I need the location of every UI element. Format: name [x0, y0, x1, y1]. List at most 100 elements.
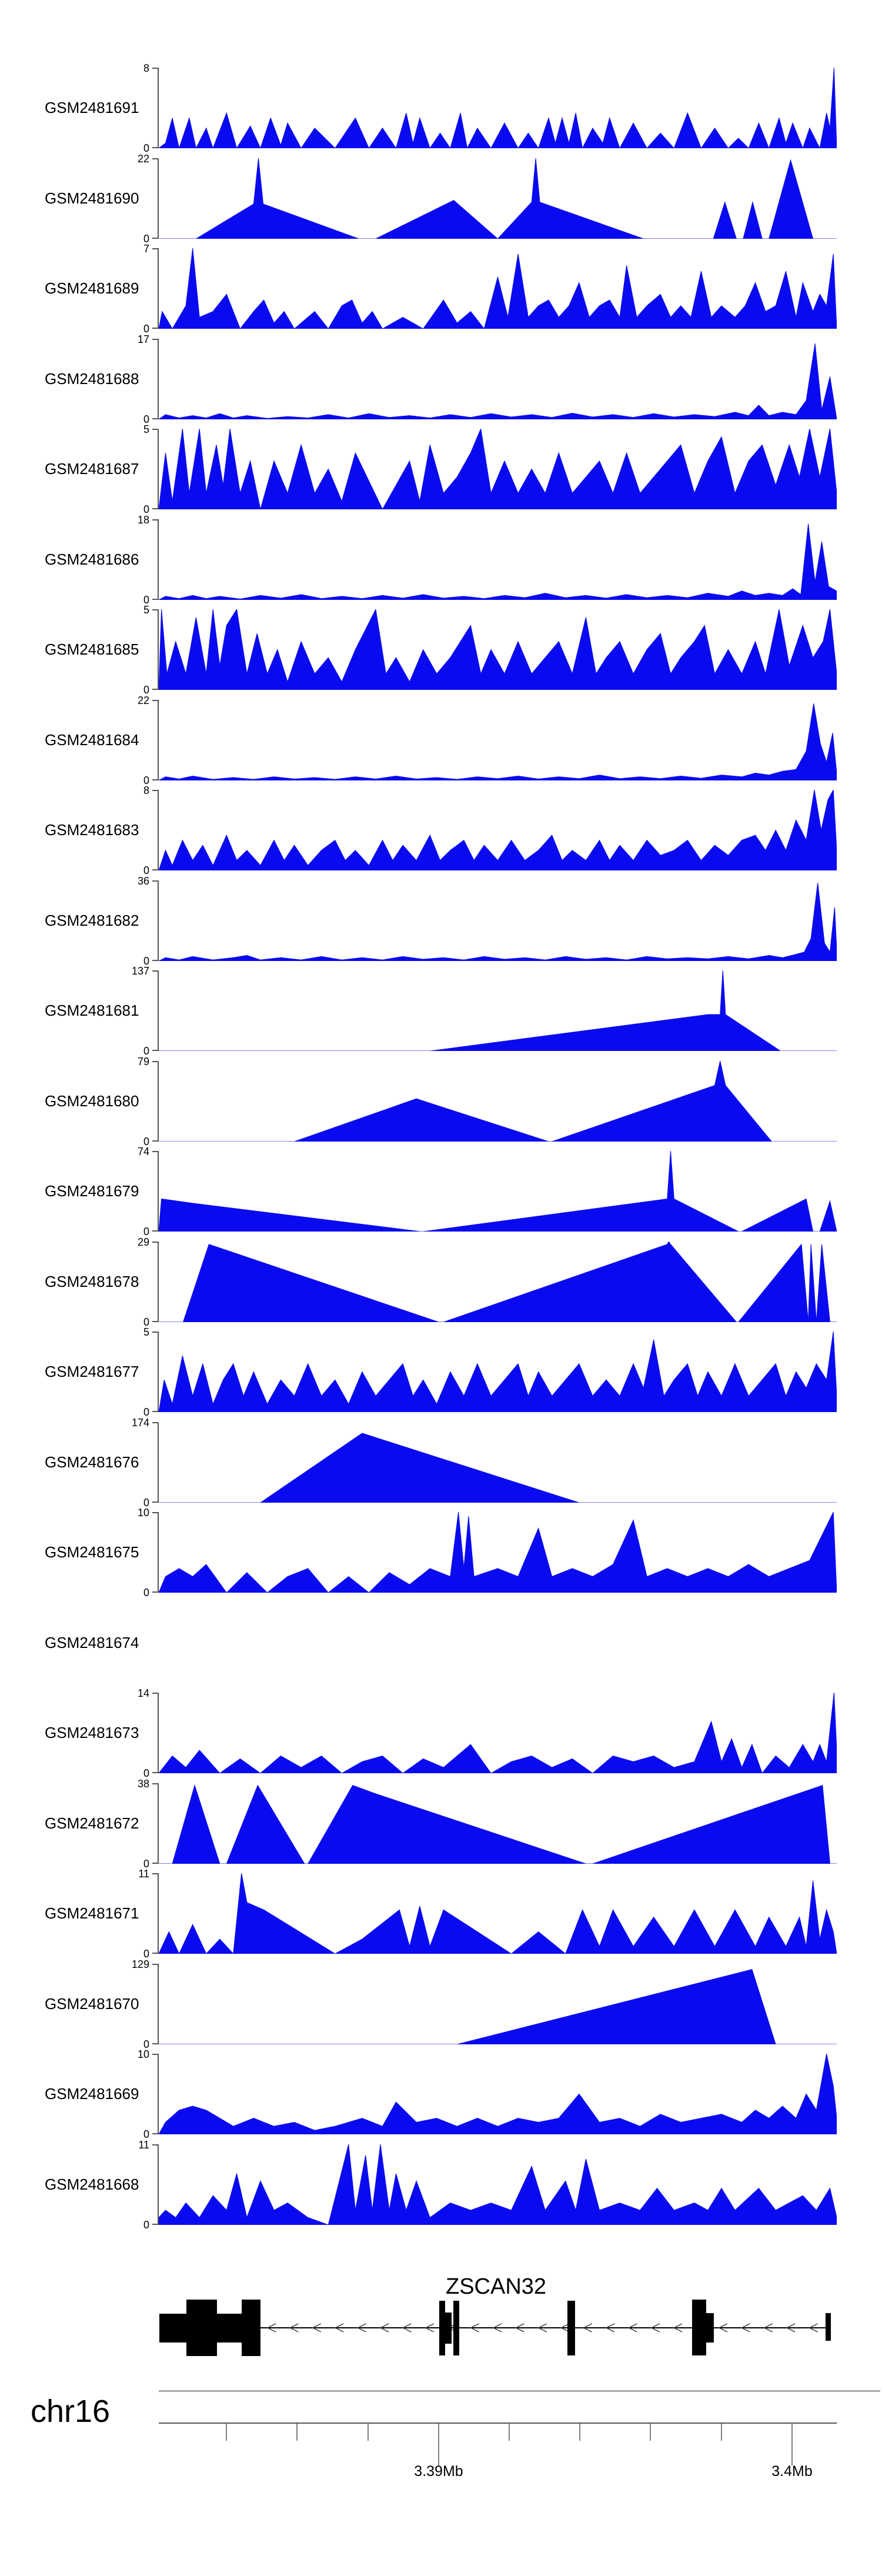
y-axis-max-label: 38: [137, 1777, 149, 1790]
y-axis-tick: [152, 1693, 158, 1694]
signal-area: [159, 703, 837, 780]
y-axis-tick: [152, 237, 158, 239]
y-axis-tick: [152, 1151, 158, 1152]
y-axis-tick: [152, 68, 158, 69]
signal-polygon: [159, 1241, 837, 1322]
y-axis-tick: [152, 2054, 158, 2055]
y-axis-tick: [152, 338, 158, 340]
track-row: GSM2481684 22 0: [0, 695, 882, 786]
y-axis-tick: [152, 1783, 158, 1784]
track-label: GSM2481684: [45, 730, 139, 749]
y-axis: [158, 338, 159, 419]
track-label: GSM2481672: [45, 1814, 139, 1832]
signal-polygon: [159, 703, 837, 780]
y-axis-max-label: 5: [143, 423, 149, 435]
y-axis-zero-label: 0: [143, 1767, 149, 1779]
y-axis: [158, 970, 159, 1051]
y-axis: [158, 609, 159, 690]
y-axis-zero-label: 0: [143, 232, 149, 245]
y-axis: [158, 248, 159, 329]
strand-arrow-left-icon: [808, 2323, 818, 2333]
signal-area: [159, 1784, 837, 1864]
y-axis-tick: [152, 147, 158, 148]
y-axis-max-label: 11: [138, 1868, 149, 1880]
y-axis-zero-label: 0: [143, 2128, 149, 2140]
exon-block: [692, 2300, 706, 2355]
y-axis: [158, 68, 159, 148]
y-axis-max-label: 74: [137, 1146, 149, 1157]
y-axis-tick: [152, 1320, 158, 1322]
signal-area: [159, 1060, 837, 1142]
y-axis-tick: [152, 2043, 158, 2044]
y-axis: [158, 519, 159, 600]
y-axis-tick: [152, 1862, 158, 1864]
strand-arrow-left-icon: [289, 2323, 299, 2333]
strand-arrow-left-icon: [583, 2323, 592, 2333]
y-axis-max-label: 5: [143, 604, 149, 616]
y-axis-max-label: 11: [138, 2138, 149, 2151]
y-axis-zero-label: 0: [143, 1857, 149, 1870]
y-axis-tick: [152, 328, 158, 329]
y-axis: [158, 790, 159, 870]
track-row: GSM2481686 18 0: [0, 515, 882, 605]
track-label: GSM2481677: [45, 1363, 139, 1380]
track-row: GSM2481671 11 0: [0, 1868, 882, 1959]
y-axis-zero-label: 0: [143, 1045, 149, 1057]
signal-polygon: [159, 1060, 837, 1142]
strand-arrow-left-icon: [627, 2323, 637, 2333]
track-row: GSM2481670 129 0: [0, 1959, 882, 2050]
signal-polygon: [159, 158, 837, 239]
track-label: GSM2481676: [45, 1453, 139, 1471]
y-axis-max-label: 5: [143, 1326, 149, 1338]
signal-area: [159, 790, 837, 870]
chromosome-label: chr16: [31, 2394, 111, 2429]
y-axis: [158, 2054, 159, 2134]
track-row: GSM2481687 5 0: [0, 424, 882, 515]
y-axis-max-label: 17: [137, 333, 149, 345]
track-label: GSM2481687: [45, 460, 139, 478]
signal-area: [159, 523, 837, 600]
y-axis-max-label: 129: [131, 1958, 149, 1970]
track-label: GSM2481673: [45, 1724, 139, 1741]
signal-polygon: [159, 429, 837, 509]
track-label: GSM2481682: [45, 911, 139, 929]
track-row: GSM2481689 7 0: [0, 243, 882, 334]
y-axis: [158, 429, 159, 509]
y-axis: [158, 1151, 159, 1232]
signal-polygon: [159, 1332, 837, 1412]
y-axis-tick: [152, 689, 158, 690]
y-axis: [158, 1873, 159, 1954]
y-axis-tick: [152, 508, 158, 509]
signal-area: [159, 343, 837, 419]
track-row: GSM2481674: [0, 1603, 882, 1683]
signal-polygon: [159, 1693, 837, 1773]
gene-name-label: ZSCAN32: [446, 2274, 547, 2299]
y-axis-max-label: 8: [143, 785, 149, 796]
strand-arrow-left-icon: [334, 2323, 344, 2333]
track-row: GSM2481681 137 0: [0, 966, 882, 1056]
signal-polygon: [159, 1784, 837, 1864]
y-axis-tick: [152, 1140, 158, 1142]
y-axis-zero-label: 0: [143, 1948, 149, 1960]
track-row: GSM2481690 22 0: [0, 154, 882, 244]
y-axis-tick: [152, 519, 158, 520]
strand-arrow-left-icon: [718, 2323, 728, 2333]
y-axis-tick: [152, 699, 158, 701]
y-axis-zero-label: 0: [143, 1135, 149, 1147]
signal-area: [159, 970, 837, 1051]
signal-polygon: [159, 1512, 837, 1593]
strand-arrow-left-icon: [560, 2323, 570, 2333]
exon-block: [242, 2300, 260, 2356]
y-axis-tick: [152, 429, 158, 430]
strand-arrow-left-icon: [470, 2323, 479, 2333]
y-axis-tick: [152, 158, 158, 159]
signal-area: [159, 1512, 837, 1593]
track-label: GSM2481686: [45, 550, 139, 568]
track-label: GSM2481689: [45, 279, 139, 297]
y-axis-zero-label: 0: [143, 593, 149, 606]
track-label: GSM2481671: [45, 1904, 139, 1922]
ruler-coordinate-label: 3.39Mb: [414, 2463, 463, 2480]
track-row: GSM2481683 8 0: [0, 785, 882, 876]
track-row: GSM2481688 17 0: [0, 334, 882, 425]
